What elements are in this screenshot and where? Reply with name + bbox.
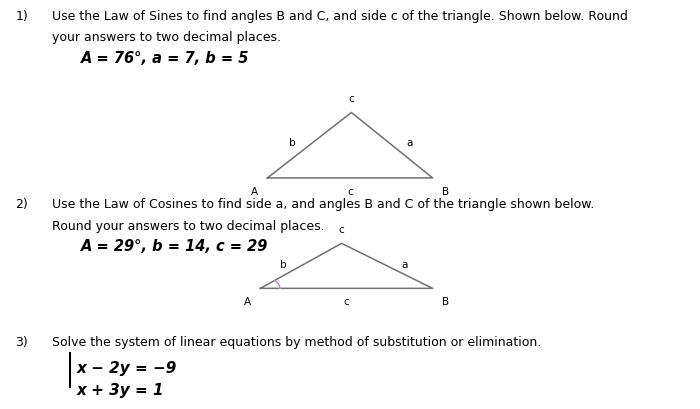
Text: B: B	[442, 297, 449, 307]
Text: a: a	[406, 138, 412, 148]
Text: a: a	[401, 260, 407, 270]
Text: x + 3y = 1: x + 3y = 1	[77, 383, 164, 398]
Text: 3): 3)	[15, 336, 28, 349]
Text: 1): 1)	[15, 10, 28, 23]
Text: b: b	[281, 260, 287, 270]
Text: A: A	[251, 187, 258, 197]
Text: A = 29°, b = 14, c = 29: A = 29°, b = 14, c = 29	[80, 239, 268, 254]
Text: A: A	[244, 297, 251, 307]
Text: b: b	[289, 138, 295, 148]
Text: Round your answers to two decimal places.: Round your answers to two decimal places…	[52, 220, 325, 233]
Text: your answers to two decimal places.: your answers to two decimal places.	[52, 31, 281, 45]
Text: Use the Law of Sines to find angles B and C, and side c of the triangle. Shown b: Use the Law of Sines to find angles B an…	[52, 10, 629, 23]
Text: c: c	[349, 94, 354, 104]
Text: B: B	[442, 187, 449, 197]
Text: A = 76°, a = 7, b = 5: A = 76°, a = 7, b = 5	[80, 51, 249, 66]
Text: c: c	[347, 187, 353, 197]
Text: 2): 2)	[15, 198, 28, 211]
Text: c: c	[339, 225, 344, 235]
Text: c: c	[344, 297, 349, 307]
Text: Solve the system of linear equations by method of substitution or elimination.: Solve the system of linear equations by …	[52, 336, 542, 349]
Text: x − 2y = −9: x − 2y = −9	[77, 361, 177, 376]
Text: Use the Law of Cosines to find side a, and angles B and C of the triangle shown : Use the Law of Cosines to find side a, a…	[52, 198, 595, 211]
